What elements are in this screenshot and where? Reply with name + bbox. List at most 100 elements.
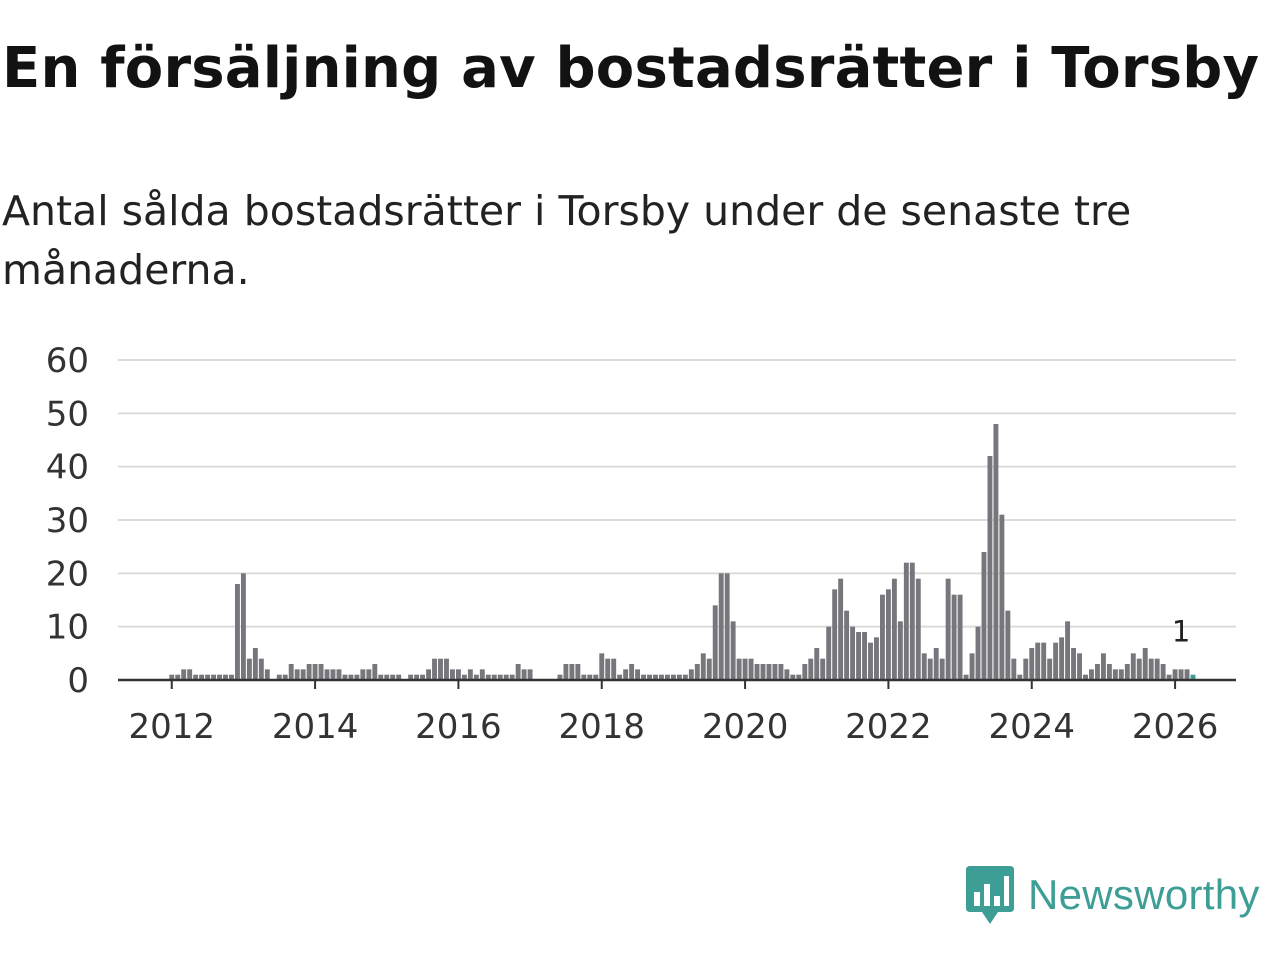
x-tick-label: 2020 <box>702 707 789 747</box>
x-axis <box>118 678 1236 689</box>
bar <box>1172 669 1178 680</box>
bar <box>599 653 605 680</box>
bar <box>790 674 796 680</box>
y-tick-label: 60 <box>46 341 89 381</box>
bar <box>372 664 378 680</box>
bar <box>1112 669 1118 680</box>
bar <box>444 658 449 680</box>
bar <box>742 658 748 680</box>
bar <box>491 674 497 680</box>
y-tick-label: 50 <box>46 394 89 434</box>
bar <box>1017 674 1023 680</box>
bar <box>324 669 330 680</box>
chart-subtitle: Antal sålda bostadsrätter i Torsby under… <box>2 187 1132 294</box>
bar <box>945 578 951 680</box>
bar <box>199 674 205 680</box>
bar <box>694 664 700 680</box>
bar <box>921 653 927 680</box>
bar <box>927 658 933 680</box>
bar <box>1047 658 1053 680</box>
newsworthy-logo-icon <box>966 866 1014 924</box>
bar <box>306 664 312 680</box>
bar <box>312 664 318 680</box>
bar <box>676 674 682 680</box>
bar <box>903 562 909 680</box>
bar <box>246 658 252 680</box>
bar <box>951 594 957 680</box>
bar <box>354 674 360 680</box>
bar <box>999 514 1005 680</box>
bar <box>670 674 676 680</box>
bar <box>635 669 641 680</box>
bar <box>438 658 443 680</box>
bar <box>181 669 187 680</box>
y-axis-labels: 0 10 20 30 40 50 60 <box>46 341 89 701</box>
bar <box>897 621 903 680</box>
bar <box>258 658 264 680</box>
bar <box>754 664 760 680</box>
bar <box>229 674 234 680</box>
bar <box>957 594 963 680</box>
bar <box>1130 653 1136 680</box>
bar <box>688 669 694 680</box>
bar <box>211 674 217 680</box>
bar <box>414 674 420 680</box>
x-tick-label: 2016 <box>415 707 502 747</box>
bar <box>969 653 975 680</box>
bar <box>187 669 193 680</box>
bar <box>963 674 969 680</box>
x-tick-label: 2014 <box>272 707 359 747</box>
bar <box>294 669 300 680</box>
bar <box>760 664 766 680</box>
bar <box>1065 621 1071 680</box>
bar <box>426 669 432 680</box>
bar-latest <box>1190 674 1196 680</box>
bar <box>641 674 647 680</box>
bar <box>235 584 240 680</box>
bar <box>1118 669 1124 680</box>
bar <box>1095 664 1100 680</box>
bar <box>384 674 390 680</box>
bar <box>557 674 563 680</box>
bar <box>563 664 569 680</box>
annotations: 1 <box>1172 614 1190 648</box>
bar <box>1154 658 1160 680</box>
bar <box>169 674 175 680</box>
bar <box>1166 674 1172 680</box>
bar <box>880 594 885 680</box>
bar <box>1011 658 1017 680</box>
bar <box>700 653 706 680</box>
y-tick-label: 40 <box>46 448 89 488</box>
bar <box>1160 664 1166 680</box>
bars <box>169 424 1196 680</box>
bar <box>605 658 611 680</box>
data-label-latest: 1 <box>1172 614 1190 648</box>
bar <box>581 674 587 680</box>
bar <box>844 610 850 680</box>
newsworthy-logo[interactable]: Newsworthy <box>964 862 1260 928</box>
bar <box>420 674 426 680</box>
bar <box>348 674 354 680</box>
bar <box>665 674 670 680</box>
bar <box>1124 664 1130 680</box>
bar <box>862 632 867 680</box>
bar <box>838 578 844 680</box>
bar <box>378 674 384 680</box>
bar <box>820 658 826 680</box>
bar <box>432 658 437 680</box>
bar <box>515 664 521 680</box>
bar <box>915 578 921 680</box>
bar <box>629 664 635 680</box>
y-tick-label: 10 <box>46 608 89 648</box>
bar <box>647 674 652 680</box>
bar <box>856 632 862 680</box>
bar <box>1029 648 1035 680</box>
bar <box>1100 653 1106 680</box>
bar <box>1142 648 1148 680</box>
bar <box>450 669 455 680</box>
bar <box>987 456 993 680</box>
bar <box>408 674 414 680</box>
bar <box>712 605 718 680</box>
bar <box>240 573 246 680</box>
bar <box>300 669 306 680</box>
